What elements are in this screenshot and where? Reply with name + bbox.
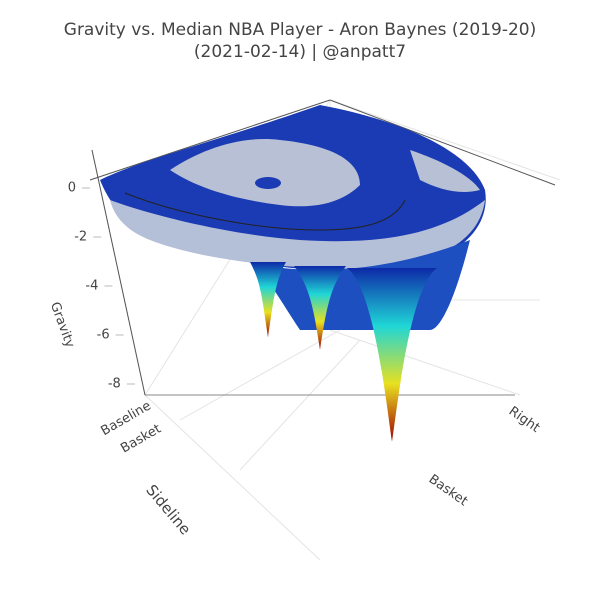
surface — [100, 105, 486, 272]
surface-dip — [294, 266, 346, 350]
z-tick-label: -4 — [85, 279, 98, 294]
z-tick-label: -6 — [97, 328, 110, 343]
z-axis-title: Gravity — [47, 300, 77, 350]
surface-dip — [250, 262, 286, 338]
chart-title: Gravity vs. Median NBA Player - Aron Bay… — [64, 20, 536, 40]
surface-dips — [250, 240, 470, 442]
x-axis-title: Sideline — [142, 481, 194, 538]
z-tick-label: -2 — [74, 230, 87, 245]
chart-subtitle: (2021-02-14) | @anpatt7 — [194, 42, 406, 62]
z-tick-label: -8 — [108, 377, 121, 392]
z-tick-label: 0 — [68, 181, 76, 196]
y-tick-label: Right — [506, 404, 543, 436]
y-tick-label: Basket — [426, 472, 471, 509]
surface-dip — [347, 268, 437, 442]
